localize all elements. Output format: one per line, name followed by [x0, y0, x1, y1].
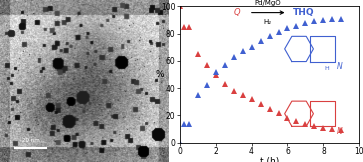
Y-axis label: %: % [155, 70, 164, 79]
X-axis label: t (h): t (h) [260, 157, 279, 162]
Text: 20 nm: 20 nm [21, 138, 39, 143]
Text: N: N [337, 62, 342, 71]
Text: H₂: H₂ [264, 19, 272, 25]
Text: Q: Q [234, 8, 241, 17]
Text: H: H [325, 66, 329, 71]
Text: THQ: THQ [293, 8, 314, 17]
Text: Pd/MgO: Pd/MgO [254, 0, 281, 6]
Text: N: N [337, 127, 342, 136]
